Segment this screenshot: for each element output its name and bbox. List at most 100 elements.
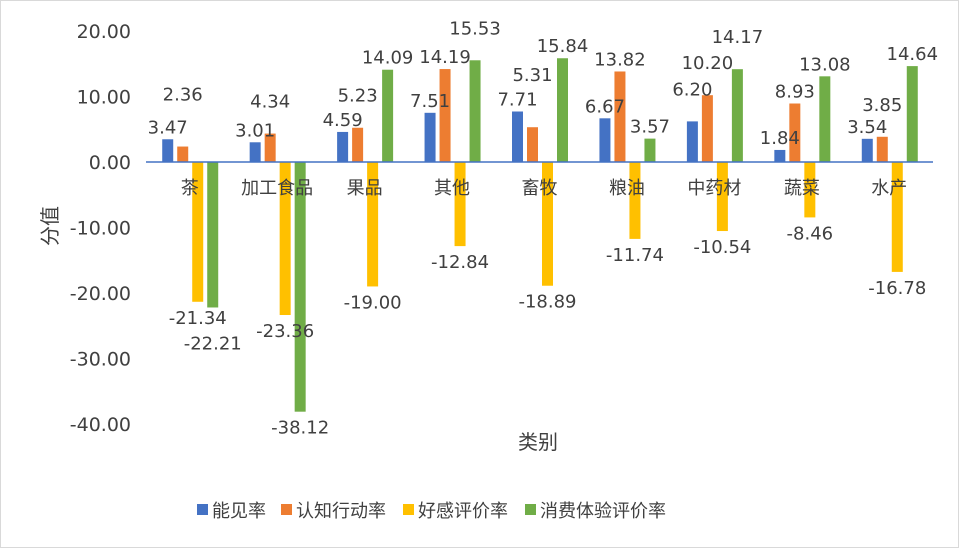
legend-swatch (281, 504, 292, 515)
data-label: -23.36 (256, 321, 314, 342)
data-label: 6.20 (672, 79, 712, 100)
data-label: -21.34 (169, 308, 227, 329)
category-label: 畜牧 (522, 178, 558, 199)
data-label: -16.78 (868, 278, 926, 299)
data-label: 3.01 (235, 120, 275, 141)
legend-swatch (197, 504, 208, 515)
data-label: -19.00 (344, 292, 402, 313)
data-label: 3.47 (148, 117, 188, 138)
legend-swatch (525, 504, 536, 515)
data-label: 10.20 (682, 53, 734, 74)
bar-4-水产 (906, 66, 918, 162)
legend: 能见率 认知行动率 好感评价率 消费体验评价率 (197, 501, 666, 522)
bar-3-中药材 (716, 162, 728, 232)
category-label: 加工食品 (241, 178, 313, 199)
category-label: 粮油 (609, 178, 645, 199)
category-label: 蔬菜 (784, 178, 820, 199)
y-tick-label: 10.00 (77, 87, 131, 109)
data-label: 7.71 (497, 89, 537, 110)
data-label: -10.54 (693, 237, 751, 258)
bar-2-蔬菜 (789, 103, 801, 162)
bar-3-果品 (367, 162, 379, 287)
data-label: 13.08 (799, 54, 851, 75)
data-label: -18.89 (518, 292, 576, 313)
y-tick-label: 0.00 (89, 152, 131, 174)
bar-4-果品 (382, 69, 394, 162)
bar-4-其他 (469, 60, 481, 162)
category-labels: 茶 加工食品 果品 其他 畜牧 粮油 中药材 蔬菜 水产 (181, 178, 908, 199)
data-label: 15.53 (449, 18, 501, 39)
bar-3-加工食品 (279, 162, 291, 316)
data-label: -12.84 (431, 252, 489, 273)
bar-1-畜牧 (512, 111, 523, 162)
bar-2-加工食品 (264, 133, 276, 162)
bar-3-畜牧 (542, 162, 553, 286)
data-label: 1.84 (760, 128, 800, 149)
data-label: 15.84 (537, 36, 589, 57)
legend-label: 能见率 (212, 501, 266, 522)
data-label: 3.57 (630, 117, 670, 138)
bar-1-茶 (162, 139, 174, 162)
data-label: -38.12 (271, 418, 329, 439)
data-label: 8.93 (775, 82, 815, 103)
bar-1-其他 (424, 112, 436, 162)
data-label: 13.82 (594, 49, 646, 70)
data-label: 5.23 (338, 86, 378, 107)
data-label: 3.85 (862, 95, 902, 116)
y-tick-label: -30.00 (70, 349, 131, 371)
data-label: 5.31 (512, 65, 552, 86)
bar-2-中药材 (701, 95, 713, 162)
bar-2-水产 (876, 136, 888, 162)
x-axis-title: 类别 (518, 430, 558, 454)
legend-swatch (403, 504, 414, 515)
category-label: 水产 (871, 178, 907, 199)
bar-1-粮油 (599, 118, 611, 162)
y-tick-label: -40.00 (70, 414, 131, 436)
bar-3-其他 (454, 162, 466, 247)
data-label: 14.09 (362, 48, 414, 69)
data-label: 4.34 (250, 92, 290, 113)
bar-3-水产 (891, 162, 903, 272)
bar-2-畜牧 (527, 127, 538, 162)
bar-3-蔬菜 (804, 162, 816, 218)
bar-1-蔬菜 (774, 149, 786, 162)
bar-1-水产 (861, 138, 873, 162)
y-axis-title: 分值 (38, 206, 62, 246)
data-label: -11.74 (606, 245, 664, 266)
data-label: 14.19 (419, 47, 471, 68)
data-label: 14.64 (887, 44, 939, 65)
data-label: 14.17 (712, 27, 764, 48)
category-label: 果品 (347, 178, 383, 199)
bar-2-其他 (439, 69, 451, 162)
data-label: -22.21 (184, 333, 242, 354)
y-tick-label: -20.00 (70, 283, 131, 305)
bar-1-加工食品 (249, 142, 261, 162)
y-tick-label: -10.00 (70, 218, 131, 240)
bar-2-茶 (177, 146, 189, 162)
bars (162, 58, 918, 412)
legend-label: 消费体验评价率 (540, 501, 666, 522)
y-axis-ticks: 20.00 10.00 0.00 -10.00 -20.00 -30.00 -40.00 (70, 21, 131, 436)
data-label: 6.67 (585, 96, 625, 117)
category-label: 其他 (434, 178, 470, 199)
bar-4-粮油 (644, 138, 656, 162)
bar-4-茶 (207, 162, 219, 308)
bar-4-加工食品 (294, 162, 306, 412)
legend-label: 认知行动率 (296, 501, 386, 522)
bar-1-果品 (337, 131, 349, 162)
bar-4-蔬菜 (819, 76, 831, 162)
bar-3-粮油 (629, 162, 641, 239)
category-label: 中药材 (687, 178, 741, 199)
bar-4-畜牧 (557, 58, 568, 162)
bar-2-粮油 (614, 71, 626, 162)
data-label: 2.36 (163, 85, 203, 106)
bar-3-茶 (192, 162, 204, 302)
data-label: 3.54 (847, 117, 887, 138)
bar-1-中药材 (686, 121, 698, 162)
data-labels: 3.47 2.36 -21.34 -22.21 3.01 4.34 -23.36 -38.12… (148, 18, 938, 438)
legend-label: 好感评价率 (418, 501, 508, 522)
data-label: 7.51 (410, 91, 450, 112)
category-label: 茶 (181, 178, 199, 199)
